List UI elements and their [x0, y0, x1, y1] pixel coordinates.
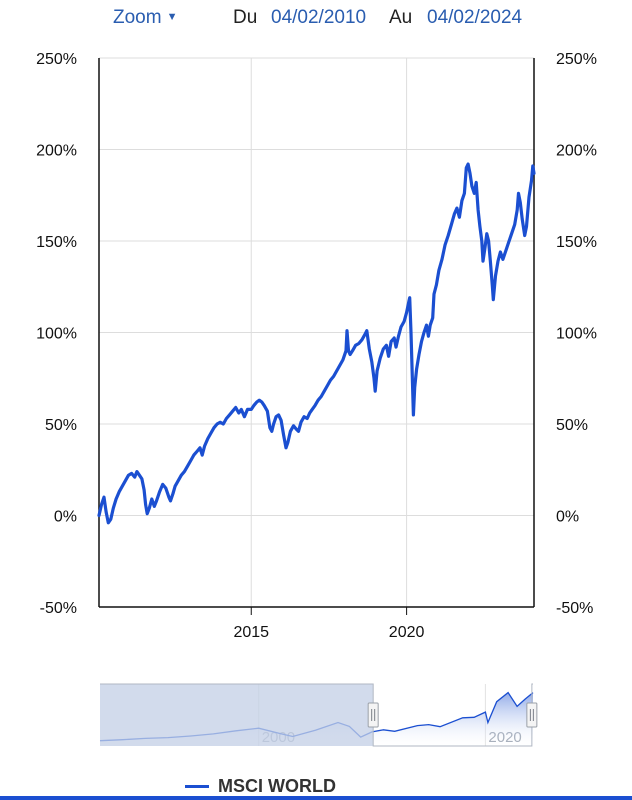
legend-label: MSCI WORLD	[218, 776, 336, 796]
y-tick-label-right: 0%	[556, 509, 579, 526]
x-tick-label: 2020	[389, 624, 425, 641]
x-tick-label: 2015	[233, 624, 269, 641]
grid-lines	[99, 57, 534, 608]
bottom-accent-bar	[0, 796, 632, 800]
y-tick-label-right: 50%	[556, 417, 588, 434]
y-axis-left: -50% 0% 50% 100% 150% 200% 250%	[36, 51, 77, 617]
from-date-input[interactable]: 04/02/2010	[271, 7, 367, 28]
navigator-mask	[100, 684, 374, 746]
to-date-label: Au	[389, 7, 413, 28]
y-tick-label-left: -50%	[40, 600, 77, 617]
y-tick-label-left: 100%	[36, 326, 77, 343]
x-axis: 2015 2020	[233, 607, 425, 641]
navigator[interactable]: 20002020	[99, 683, 538, 747]
to-date-input[interactable]: 04/02/2024	[427, 7, 523, 28]
legend-swatch	[185, 785, 209, 788]
series-layer	[97, 162, 536, 525]
grip-handle-icon[interactable]	[526, 702, 538, 728]
y-tick-label-left: 0%	[54, 509, 77, 526]
y-tick-label-right: -50%	[556, 600, 593, 617]
handle-body	[367, 702, 379, 728]
y-tick-label-left: 50%	[45, 417, 77, 434]
y-tick-label-right: 150%	[556, 234, 597, 251]
series-line-msci-world	[97, 162, 536, 525]
grip-handle-icon[interactable]	[367, 702, 379, 728]
navigator-outline	[100, 683, 533, 747]
zoom-button[interactable]: Zoom ▼	[113, 7, 177, 29]
caret-down-icon: ▼	[166, 11, 178, 23]
y-tick-label-left: 150%	[36, 234, 77, 251]
y-axis-right: -50% 0% 50% 100% 150% 200% 250%	[556, 51, 597, 617]
y-tick-label-right: 250%	[556, 51, 597, 68]
zoom-label: Zoom	[113, 7, 162, 28]
y-tick-label-right: 100%	[556, 326, 597, 343]
handle-body	[526, 702, 538, 728]
y-tick-label-left: 250%	[36, 51, 77, 68]
y-tick-label-right: 200%	[556, 143, 597, 160]
from-date-label: Du	[233, 7, 258, 28]
navigator-area	[100, 692, 533, 746]
range-toolbar: Zoom ▼ Du 04/02/2010 Au 04/02/2024	[0, 0, 632, 36]
y-tick-label-left: 200%	[36, 143, 77, 160]
